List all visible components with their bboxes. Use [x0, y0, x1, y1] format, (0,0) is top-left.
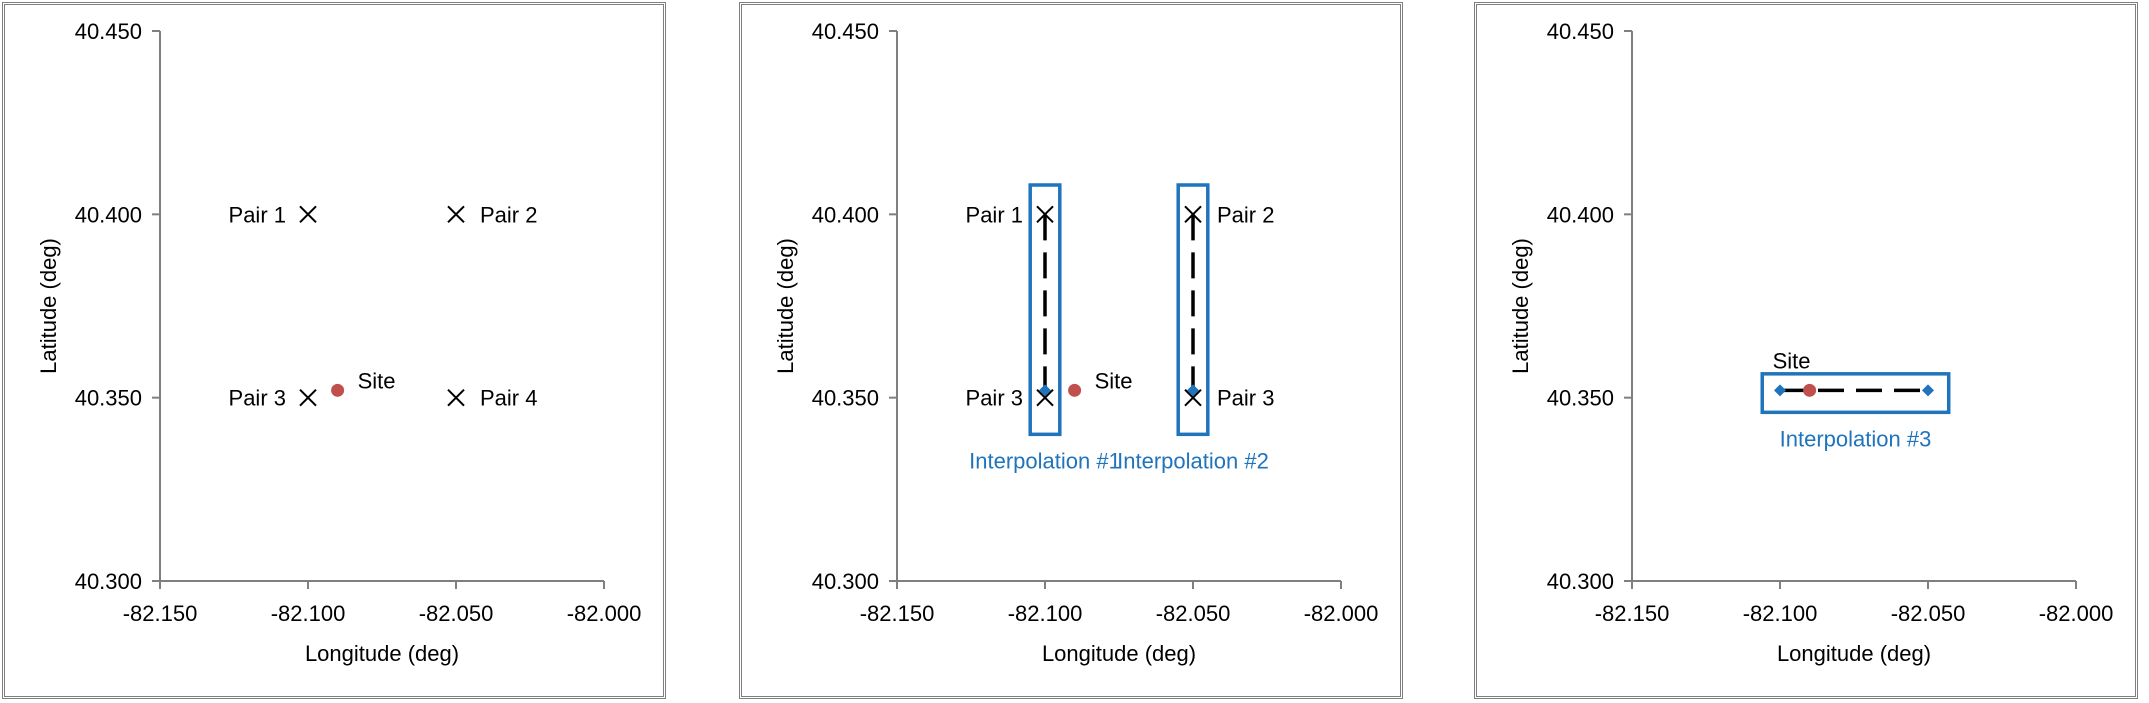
pair-marker-x — [447, 388, 465, 407]
interpolation-label: Interpolation #2 — [1117, 448, 1269, 473]
interpolation-label: Interpolation #3 — [1780, 426, 1932, 451]
panel-frame-3 — [1474, 2, 2138, 699]
point-label: Pair 3 — [966, 386, 1023, 411]
chart-panel-3: 40.300 40.350 40.400 40.450 -82.150 -82.100 -8… — [1508, 19, 2114, 666]
x-marker-stroke — [447, 388, 465, 407]
x-tick-label: -82.150 — [123, 601, 198, 626]
pair-marker-x — [447, 205, 465, 224]
y-tick-label: 40.450 — [75, 19, 142, 44]
interpolation-box — [1760, 372, 1951, 415]
interpolation-label: Interpolation #1 — [969, 448, 1121, 473]
point-label: Site — [1095, 368, 1133, 393]
x-tick-label: -82.050 — [1156, 601, 1231, 626]
x-tick-label: -82.150 — [860, 601, 935, 626]
pair-marker-x — [299, 388, 317, 407]
point-label: Pair 3 — [1217, 386, 1274, 411]
y-axis-title: Latitude (deg) — [773, 238, 798, 374]
point-label: Pair 1 — [229, 202, 286, 227]
x-marker-stroke — [1036, 388, 1054, 407]
y-tick-label: 40.400 — [75, 202, 142, 227]
y-tick-label: 40.400 — [1547, 202, 1614, 227]
y-axis-title: Latitude (deg) — [36, 238, 61, 374]
x-tick-label: -82.000 — [567, 601, 642, 626]
x-tick-label: -82.050 — [1891, 601, 1966, 626]
site-marker — [1068, 383, 1082, 397]
interpolated-point-marker — [1922, 384, 1934, 397]
site-marker — [331, 383, 345, 397]
x-tick-label: -82.100 — [271, 601, 346, 626]
x-marker-stroke — [1036, 205, 1054, 224]
point-label: Pair 3 — [229, 386, 286, 411]
x-marker-stroke — [1184, 388, 1202, 407]
pair-marker-x — [1036, 388, 1054, 407]
point-label: Pair 2 — [480, 202, 537, 227]
interpolated-point-marker — [1187, 384, 1199, 397]
pair-marker-x — [1184, 205, 1202, 224]
interpolated-point-marker — [1039, 384, 1051, 397]
point-label: Pair 1 — [966, 202, 1023, 227]
y-tick-label: 40.300 — [1547, 569, 1614, 594]
x-axis-title: Longitude (deg) — [1777, 641, 1931, 666]
interpolation-box — [1028, 183, 1062, 437]
interpolated-point-marker — [1774, 384, 1786, 397]
y-tick-label: 40.350 — [812, 386, 879, 411]
pair-marker-x — [1036, 205, 1054, 224]
pair-marker-x — [1184, 388, 1202, 407]
chart-panel-1: 40.300 40.350 40.400 40.450 -82.150 -82.100 -8… — [36, 19, 642, 666]
x-tick-label: -82.000 — [1304, 601, 1379, 626]
y-tick-label: 40.450 — [812, 19, 879, 44]
x-tick-label: -82.100 — [1008, 601, 1083, 626]
interpolation-box — [1176, 183, 1210, 437]
x-tick-label: -82.000 — [2039, 601, 2114, 626]
x-marker-stroke — [299, 388, 317, 407]
y-tick-label: 40.350 — [1547, 386, 1614, 411]
y-axis-title: Latitude (deg) — [1508, 238, 1533, 374]
point-label: Site — [1773, 348, 1811, 373]
point-label: Pair 4 — [480, 386, 537, 411]
pair-marker-x — [299, 205, 317, 224]
x-tick-label: -82.150 — [1595, 601, 1670, 626]
x-axis-title: Longitude (deg) — [1042, 641, 1196, 666]
y-tick-label: 40.300 — [812, 569, 879, 594]
y-tick-label: 40.300 — [75, 569, 142, 594]
y-tick-label: 40.400 — [812, 202, 879, 227]
x-marker-stroke — [299, 205, 317, 224]
chart-panel-2: 40.300 40.350 40.400 40.450 -82.150 -82.100 -8… — [773, 19, 1379, 666]
x-tick-label: -82.100 — [1743, 601, 1818, 626]
x-tick-label: -82.050 — [419, 601, 494, 626]
panel-frame-2 — [739, 2, 1403, 699]
point-label: Site — [358, 368, 396, 393]
site-marker — [1803, 383, 1817, 397]
panel-frame-1 — [2, 2, 666, 699]
x-marker-stroke — [447, 205, 465, 224]
x-axis-title: Longitude (deg) — [305, 641, 459, 666]
y-tick-label: 40.350 — [75, 386, 142, 411]
x-marker-stroke — [1184, 205, 1202, 224]
y-tick-label: 40.450 — [1547, 19, 1614, 44]
point-label: Pair 2 — [1217, 202, 1274, 227]
